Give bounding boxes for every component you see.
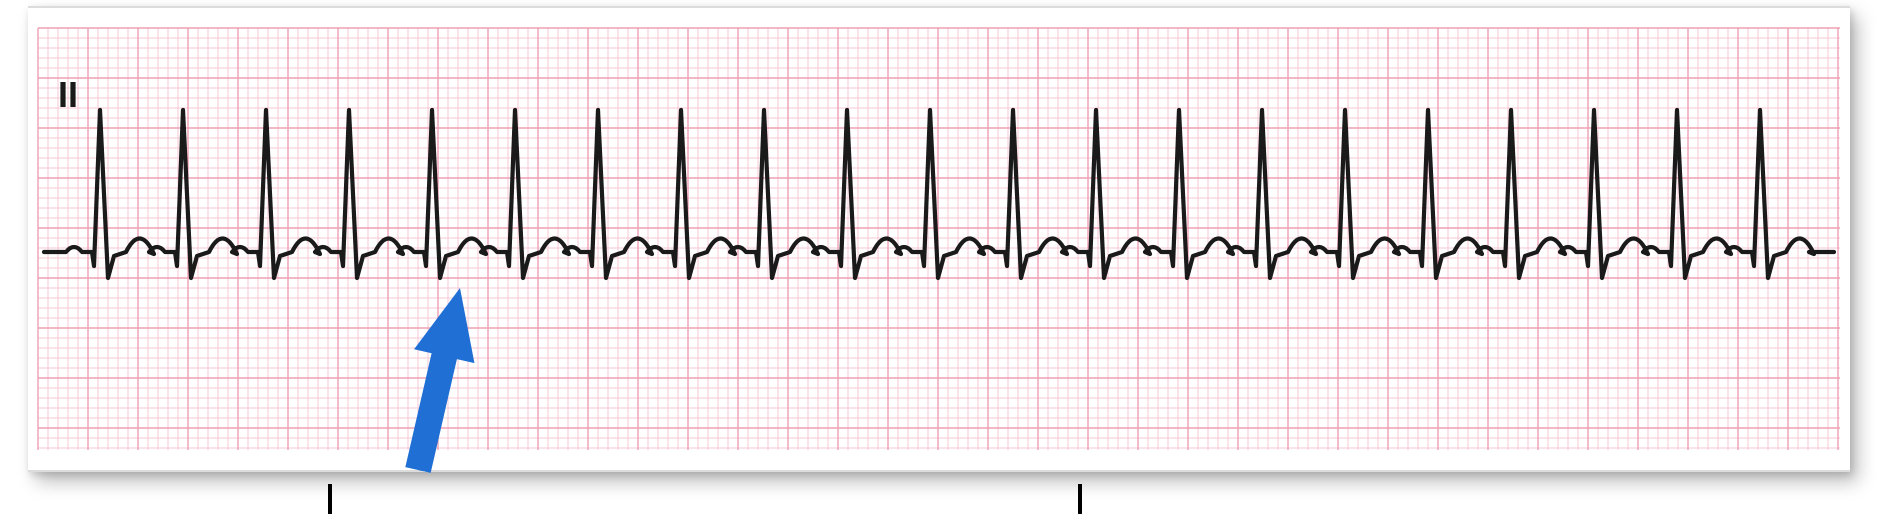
ecg-figure: II [0,0,1882,532]
annotation-arrow [0,0,1882,532]
